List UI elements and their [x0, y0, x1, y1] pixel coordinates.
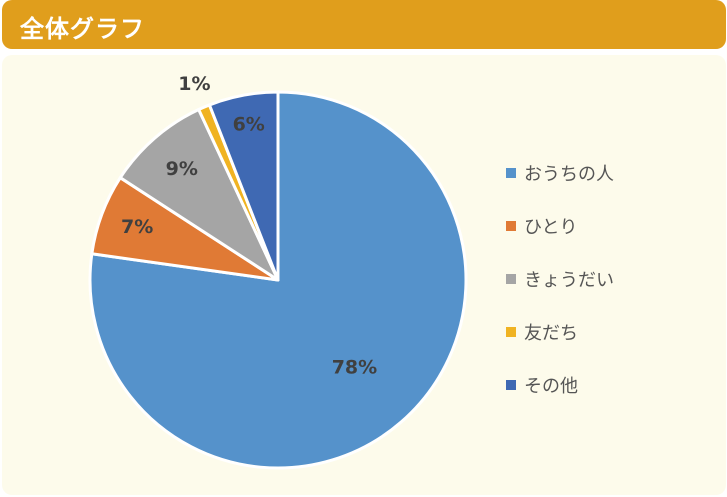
- data-label-1: 78%: [332, 356, 377, 378]
- pie-slice-3: [118, 108, 280, 282]
- chart-title: 全体グラフ: [20, 15, 145, 43]
- legend-swatch: [506, 220, 516, 231]
- legend: おうちの人ひとりきょうだい友だちその他: [506, 146, 614, 411]
- legend-swatch: [506, 167, 516, 178]
- legend-item: ひとり: [506, 199, 614, 252]
- data-label-2: 7%: [121, 216, 153, 238]
- legend-label: きょうだい: [524, 269, 614, 291]
- legend-swatch: [506, 326, 516, 337]
- legend-item: おうちの人: [506, 146, 614, 199]
- legend-item: きょうだい: [506, 252, 614, 305]
- legend-label: 友だち: [524, 322, 578, 344]
- header-bar: 全体グラフ: [2, 0, 726, 49]
- legend-item: 友だち: [506, 305, 614, 358]
- legend-item: その他: [506, 358, 614, 411]
- legend-swatch: [506, 379, 516, 390]
- legend-label: ひとり: [524, 216, 578, 238]
- data-label-3: 9%: [166, 158, 198, 180]
- data-label-4: 1%: [178, 73, 210, 95]
- legend-label: その他: [524, 375, 578, 397]
- legend-swatch: [506, 273, 516, 284]
- legend-label: おうちの人: [524, 163, 614, 185]
- pie-slice-5: [207, 90, 280, 282]
- data-label-5: 6%: [233, 113, 265, 135]
